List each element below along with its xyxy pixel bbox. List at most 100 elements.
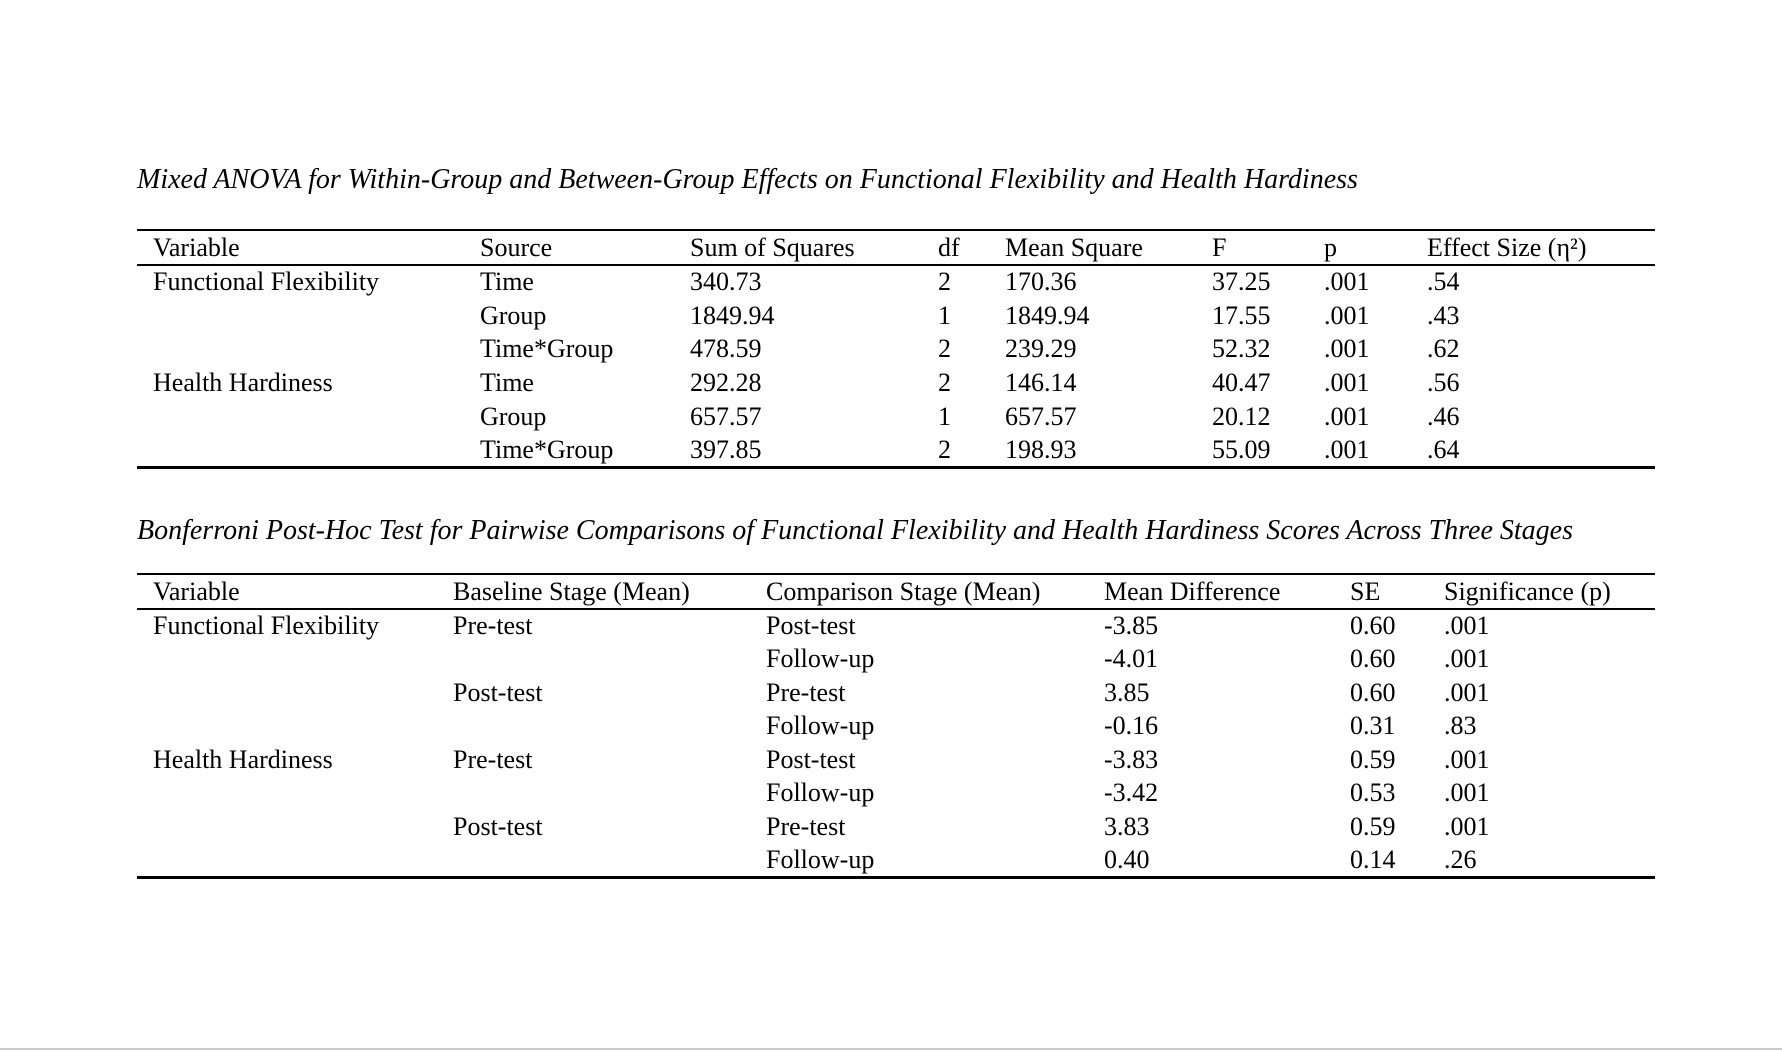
cell-comparison-stage: Pre-test	[766, 677, 846, 707]
column-header-effect-size: Effect Size (η²)	[1427, 232, 1587, 262]
table-row: Follow-up 0.40 0.14 .26	[137, 844, 1655, 878]
cell-mean-difference: -3.83	[1104, 744, 1159, 774]
cell-variable	[137, 332, 480, 366]
cell-effect-size: .43	[1427, 300, 1460, 330]
column-header-sum-of-squares: Sum of Squares	[690, 232, 855, 262]
cell-baseline-stage: Post-test	[453, 677, 543, 707]
cell-baseline-stage	[453, 777, 766, 811]
column-header-significance: Significance (p)	[1444, 576, 1611, 606]
cell-baseline-stage	[453, 710, 766, 744]
cell-source: Group	[480, 300, 547, 330]
cell-p: .001	[1324, 300, 1370, 330]
cell-mean-square: 146.14	[1005, 367, 1077, 397]
cell-mean-square: 1849.94	[1005, 300, 1090, 330]
cell-variable	[137, 810, 453, 844]
cell-p: .001	[1324, 401, 1370, 431]
table-row: Functional Flexibility Time 340.73 2 170…	[137, 265, 1655, 299]
cell-source: Time*Group	[480, 334, 614, 364]
column-header-variable: Variable	[153, 576, 240, 606]
cell-comparison-stage: Follow-up	[766, 644, 875, 674]
cell-mean-difference: -4.01	[1104, 644, 1159, 674]
cell-se: 0.14	[1350, 844, 1396, 874]
column-header-comparison-stage: Comparison Stage (Mean)	[766, 576, 1041, 606]
table-row: Time*Group 397.85 2 198.93 55.09 .001 .6…	[137, 433, 1655, 467]
cell-source: Time	[480, 367, 534, 397]
cell-variable	[137, 433, 480, 467]
cell-effect-size: .56	[1427, 367, 1460, 397]
cell-baseline-stage: Pre-test	[453, 744, 533, 774]
cell-df: 2	[938, 267, 951, 297]
column-header-mean-difference: Mean Difference	[1104, 576, 1281, 606]
anova-table: Variable Source Sum of Squares df Mean S…	[137, 229, 1655, 469]
cell-source: Time	[480, 267, 534, 297]
cell-variable: Health Hardiness	[153, 367, 333, 397]
table-row: Health Hardiness Pre-test Post-test -3.8…	[137, 743, 1655, 777]
table-row: Time*Group 478.59 2 239.29 52.32 .001 .6…	[137, 332, 1655, 366]
cell-baseline-stage: Pre-test	[453, 611, 533, 641]
cell-comparison-stage: Pre-test	[766, 811, 846, 841]
anova-header-row: Variable Source Sum of Squares df Mean S…	[137, 230, 1655, 265]
cell-comparison-stage: Post-test	[766, 611, 856, 641]
cell-comparison-stage: Follow-up	[766, 778, 875, 808]
cell-effect-size: .54	[1427, 267, 1460, 297]
cell-p: .001	[1324, 367, 1370, 397]
cell-mean-square: 239.29	[1005, 334, 1077, 364]
cell-sum-of-squares: 397.85	[690, 434, 762, 464]
table-row: Functional Flexibility Pre-test Post-tes…	[137, 609, 1655, 643]
column-header-baseline-stage: Baseline Stage (Mean)	[453, 576, 690, 606]
cell-comparison-stage: Post-test	[766, 744, 856, 774]
cell-df: 2	[938, 367, 951, 397]
cell-f: 40.47	[1212, 367, 1271, 397]
cell-source: Time*Group	[480, 434, 614, 464]
cell-f: 37.25	[1212, 267, 1271, 297]
cell-significance: .001	[1444, 611, 1490, 641]
cell-comparison-stage: Follow-up	[766, 844, 875, 874]
cell-mean-difference: 3.83	[1104, 811, 1150, 841]
cell-df: 1	[938, 401, 951, 431]
posthoc-table-title: Bonferroni Post-Hoc Test for Pairwise Co…	[137, 515, 1573, 546]
column-header-se: SE	[1350, 576, 1381, 606]
cell-variable: Functional Flexibility	[153, 267, 380, 297]
cell-se: 0.60	[1350, 611, 1396, 641]
column-header-mean-square: Mean Square	[1005, 232, 1143, 262]
cell-baseline-stage: Post-test	[453, 811, 543, 841]
table-row: Follow-up -4.01 0.60 .001	[137, 643, 1655, 677]
cell-mean-difference: -0.16	[1104, 711, 1159, 741]
cell-se: 0.59	[1350, 744, 1396, 774]
table-row: Follow-up -0.16 0.31 .83	[137, 710, 1655, 744]
cell-sum-of-squares: 478.59	[690, 334, 762, 364]
column-header-source: Source	[480, 232, 553, 262]
cell-sum-of-squares: 340.73	[690, 267, 762, 297]
cell-f: 17.55	[1212, 300, 1271, 330]
cell-variable	[137, 710, 453, 744]
cell-mean-difference: -3.42	[1104, 778, 1159, 808]
cell-variable	[137, 400, 480, 434]
cell-variable: Health Hardiness	[153, 744, 333, 774]
cell-effect-size: .64	[1427, 434, 1460, 464]
table-row: Post-test Pre-test 3.83 0.59 .001	[137, 810, 1655, 844]
table-row: Post-test Pre-test 3.85 0.60 .001	[137, 676, 1655, 710]
cell-baseline-stage	[453, 844, 766, 878]
cell-variable	[137, 844, 453, 878]
posthoc-table: Variable Baseline Stage (Mean) Compariso…	[137, 573, 1655, 879]
cell-se: 0.60	[1350, 644, 1396, 674]
cell-mean-square: 170.36	[1005, 267, 1077, 297]
cell-sum-of-squares: 1849.94	[690, 300, 775, 330]
cell-mean-square: 657.57	[1005, 401, 1077, 431]
cell-f: 52.32	[1212, 334, 1271, 364]
cell-significance: .001	[1444, 644, 1490, 674]
cell-df: 2	[938, 334, 951, 364]
cell-significance: .001	[1444, 744, 1490, 774]
window-bottom-edge	[0, 1048, 1782, 1050]
cell-mean-square: 198.93	[1005, 434, 1077, 464]
table-row: Health Hardiness Time 292.28 2 146.14 40…	[137, 366, 1655, 400]
cell-significance: .001	[1444, 811, 1490, 841]
column-header-variable: Variable	[153, 232, 240, 262]
cell-source: Group	[480, 401, 547, 431]
cell-significance: .001	[1444, 778, 1490, 808]
cell-sum-of-squares: 657.57	[690, 401, 762, 431]
anova-table-title: Mixed ANOVA for Within-Group and Between…	[137, 164, 1358, 195]
cell-mean-difference: 3.85	[1104, 677, 1150, 707]
cell-df: 2	[938, 434, 951, 464]
